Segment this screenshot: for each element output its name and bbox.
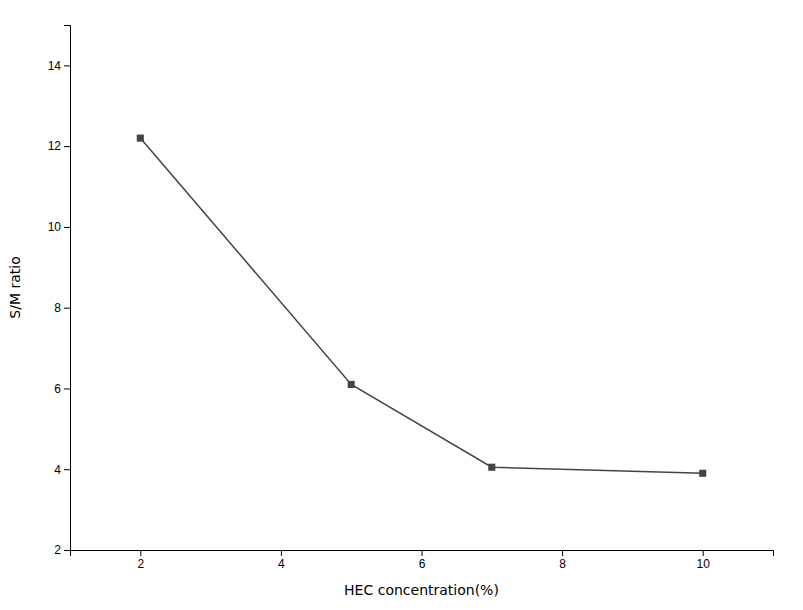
tick-mark [64,146,70,147]
tick-mark [64,227,70,228]
tick-mark [140,550,141,556]
tick-label: 6 [419,557,426,571]
chart: 2 4 6 8 10 2 4 6 8 10 12 14 HEC concentration(%) S/M … [0,0,803,610]
point [699,470,706,477]
tick-mark [281,550,282,556]
tick-mark [422,550,423,556]
tick: 4 [54,463,70,477]
point [348,381,355,388]
y-axis-title: S/M ratio [7,256,23,318]
tick-label: 8 [559,557,566,571]
tick-label: 4 [278,557,285,571]
tick: 2 [137,550,144,571]
line [140,138,702,473]
tick-mark [64,550,70,551]
tick: 4 [278,550,285,571]
tick-label: 8 [54,301,61,315]
axis-line [71,551,774,557]
tick: 8 [54,301,70,315]
tick-mark [64,65,70,66]
tick-label: 10 [697,557,711,571]
tick: 10 [48,220,70,234]
tick-label: 10 [48,220,62,234]
tick: 12 [48,139,70,153]
tick-label: 6 [54,382,61,396]
x-axis: 2 4 6 8 10 [71,550,774,571]
point [488,464,495,471]
tick-label: 14 [48,59,62,73]
tick-mark [64,469,70,470]
tick-label: 2 [54,543,61,557]
plot: 2 4 6 8 10 2 4 6 8 10 12 14 [48,26,774,571]
tick: 6 [54,382,70,396]
tick-label: 4 [54,463,61,477]
point [137,135,144,142]
x-axis-title: HEC concentration(%) [344,582,499,598]
tick: 8 [559,550,566,571]
tick-mark [703,550,704,556]
tick: 6 [419,550,426,571]
y-axis: 2 4 6 8 10 12 14 [48,26,71,558]
tick: 10 [697,550,711,571]
tick-label: 12 [48,139,62,153]
marks [137,135,706,477]
axis-line [64,26,71,551]
tick: 14 [48,59,70,73]
tick: 2 [54,543,70,557]
tick-mark [562,550,563,556]
tick-label: 2 [137,557,144,571]
tick-mark [64,308,70,309]
tick-mark [64,388,70,389]
